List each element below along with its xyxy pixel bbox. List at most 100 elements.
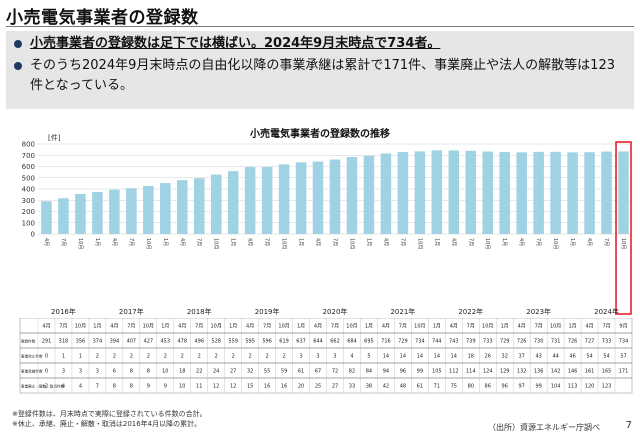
y-tick-label: 400 (22, 186, 35, 194)
table-cell: 84 (366, 369, 372, 375)
bar (244, 167, 256, 234)
table-cell: 97 (518, 384, 524, 390)
table-cell: 123 (602, 384, 612, 390)
table-cell: 739 (466, 339, 476, 345)
table-cell: 124 (483, 369, 493, 375)
table-month: 4月 (314, 324, 322, 330)
table-cell: 3 (299, 354, 302, 360)
y-tick-label: 200 (22, 208, 35, 216)
year-label: 2024年 (594, 307, 619, 316)
table-cell: 71 (434, 384, 440, 390)
table-cell: 730 (534, 339, 544, 345)
bar (126, 188, 137, 234)
y-tick-label: 700 (22, 152, 35, 160)
year-label: 2018年 (187, 307, 212, 316)
table-cell: 67 (315, 369, 321, 375)
table-cell: 2 (282, 354, 285, 360)
table-cell: 8 (130, 369, 133, 375)
y-axis-label: [件] (48, 133, 61, 142)
title-divider (6, 26, 634, 27)
table-cell: 14 (451, 354, 457, 360)
y-tick-label: 500 (22, 174, 35, 182)
table-month: 1月 (93, 324, 101, 330)
bar (465, 150, 477, 234)
registration-chart: [件] 0 100 200 300 400 500 600 700 800 4月 7月 10月 1月 4月 7… (22, 133, 632, 316)
table-cell: 0 (45, 354, 48, 360)
table-cell: 96 (400, 369, 406, 375)
table-month: 7月 (535, 324, 543, 330)
table-cell: 9 (147, 384, 150, 390)
x-tick-label: 4月 (247, 238, 253, 246)
x-tick-label: 7月 (399, 238, 405, 246)
table-cell: 734 (619, 339, 629, 345)
table-cell: 72 (332, 369, 338, 375)
table-month: 4月 (450, 324, 458, 330)
year-label: 2023年 (526, 307, 551, 316)
bar (278, 164, 290, 234)
x-tick-label: 10月 (145, 238, 151, 249)
table-cell: 662 (330, 339, 340, 345)
x-tick-label: 1月 (230, 238, 236, 246)
year-label: 2022年 (458, 307, 483, 316)
table-month: 7月 (467, 324, 475, 330)
bar (346, 157, 358, 234)
bar (516, 152, 527, 234)
table-cell: 726 (517, 339, 527, 345)
table-cell: 57 (620, 354, 626, 360)
table-month: 4月 (246, 324, 254, 330)
bar (210, 174, 222, 234)
table-cell: 3 (62, 369, 65, 375)
table-cell: 61 (417, 384, 423, 390)
table-month: 1月 (161, 324, 169, 330)
bar (363, 155, 375, 234)
table-cell: 55 (264, 369, 270, 375)
table-cell: 3 (96, 369, 99, 375)
bullet-1-text: 小売事業者の登録数は足下では横ばい。2024年9月末時点で734者。 (30, 36, 441, 51)
table-cell: 2 (113, 354, 116, 360)
table-cell: 113 (568, 384, 578, 390)
x-tick-label: 7月 (196, 238, 202, 246)
chart-title: 小売電気事業者の登録数の推移 (250, 129, 390, 140)
table-month: 1月 (297, 324, 305, 330)
bar (312, 161, 324, 234)
table-cell: 4 (62, 384, 65, 390)
table-row-label: 事業休止件数 (21, 354, 43, 359)
table-cell: 14 (400, 354, 406, 360)
table-month: 4月 (585, 324, 593, 330)
table-cell: 637 (296, 339, 306, 345)
table-cell: 14 (417, 354, 423, 360)
x-tick-label: 7月 (467, 238, 473, 246)
table-cell: 684 (347, 339, 357, 345)
table-cell: 146 (568, 369, 578, 375)
x-tick-label: 10月 (620, 238, 626, 249)
table-month: 7月 (602, 324, 610, 330)
table-month: 4月 (178, 324, 186, 330)
table-month: 7月 (331, 324, 339, 330)
table-cell: 82 (349, 369, 355, 375)
bar (567, 152, 578, 234)
bar (75, 193, 86, 234)
table-month: 10月 (211, 324, 222, 330)
table-month: 9月 (619, 324, 627, 330)
table-cell: 743 (449, 339, 459, 345)
table-cell: 96 (502, 384, 508, 390)
x-tick-label: 1月 (298, 238, 304, 246)
x-tick-label: 4月 (518, 238, 524, 246)
table-cell: 2 (249, 354, 252, 360)
table-month: 10月 (278, 324, 289, 330)
y-tick-label: 600 (22, 163, 35, 171)
table-cell: 2 (215, 354, 218, 360)
table-cell: 16 (264, 384, 270, 390)
bar (92, 191, 103, 234)
table-cell: 80 (468, 384, 474, 390)
table-cell: 2 (164, 354, 167, 360)
bar (397, 151, 409, 234)
highlight-box (615, 141, 632, 315)
table-cell: 644 (313, 339, 323, 345)
table-cell: 61 (298, 369, 304, 375)
table-cell: 374 (93, 339, 103, 345)
note-2: ※休止、承継、廃止・解散・取消は2016年4月以降の累計。 (12, 420, 202, 428)
table-cell: 8 (130, 384, 133, 390)
x-tick-label: 1月 (162, 238, 168, 246)
table-cell: 496 (194, 339, 204, 345)
